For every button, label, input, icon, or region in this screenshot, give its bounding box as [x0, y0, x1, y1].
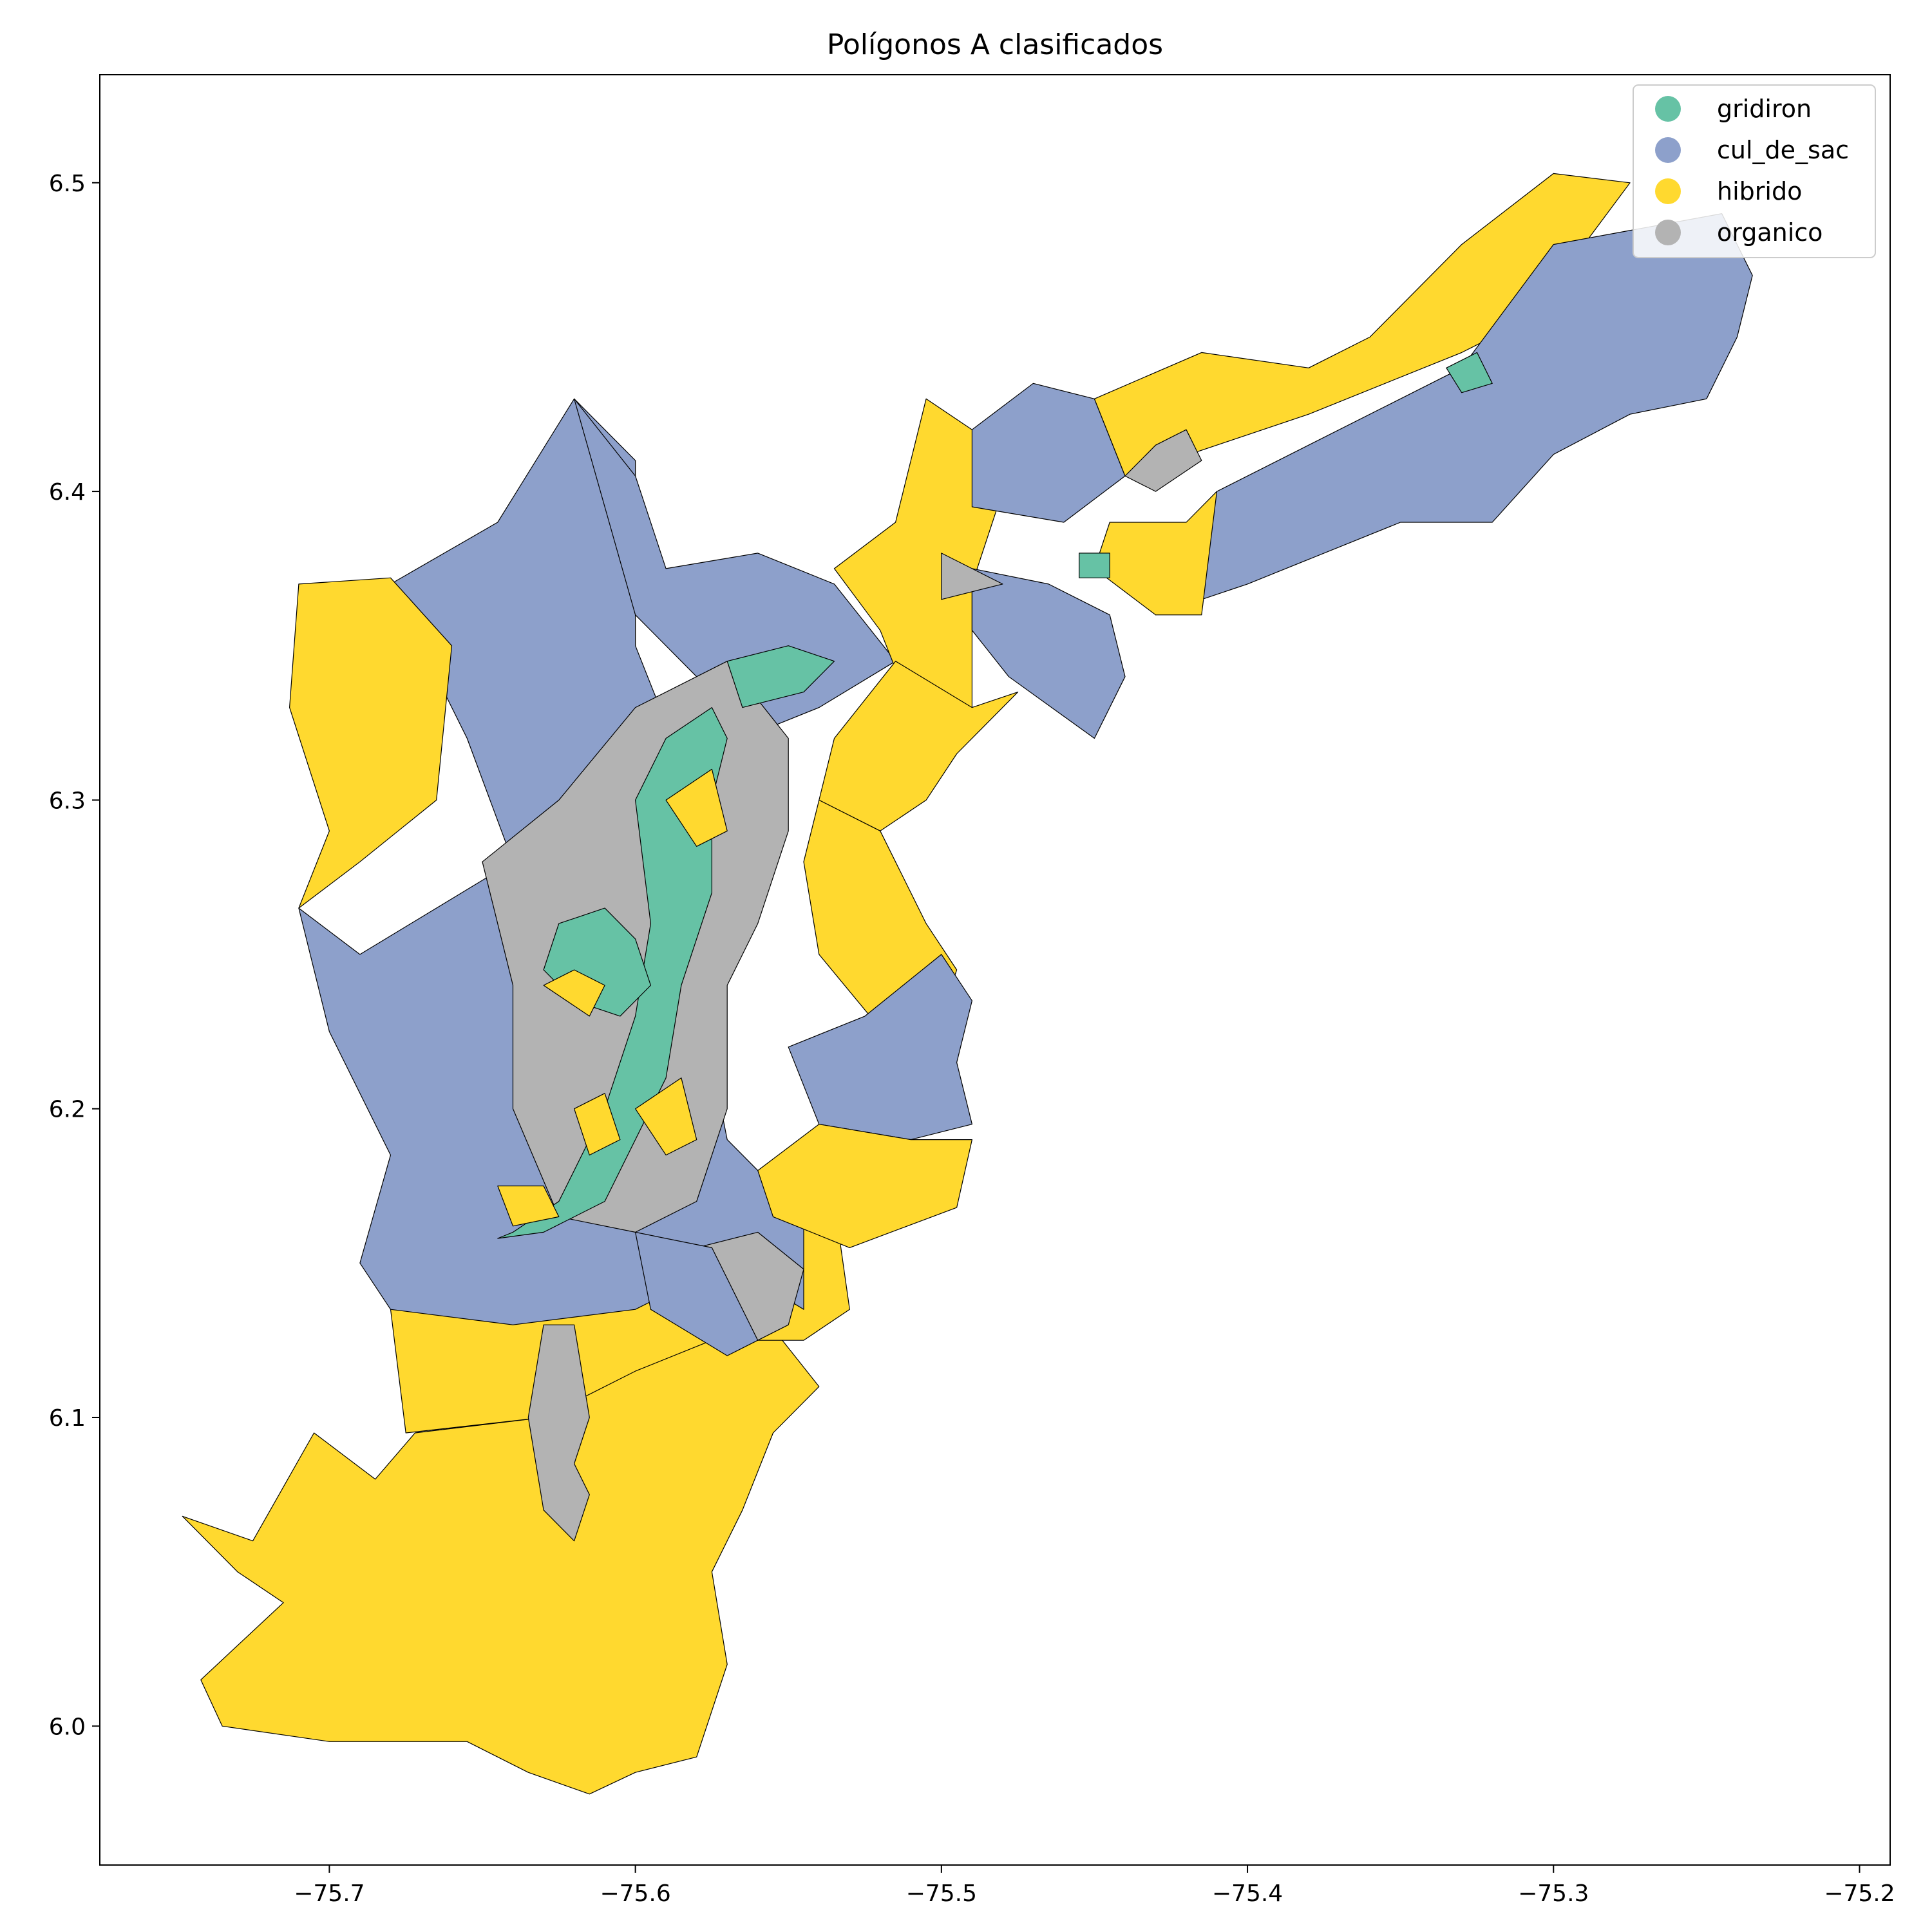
x-tick-label-3: −75.4: [1212, 1880, 1283, 1907]
region-hibrido-7: [1094, 173, 1631, 477]
region-cul_de_sac-16: [634, 1231, 759, 1356]
region-hibrido-24: [634, 1077, 697, 1156]
region-organico-28: [1124, 429, 1202, 492]
y-tick-label-1: 6.1: [49, 1405, 86, 1432]
region-hibrido-3: [289, 577, 453, 909]
y-tick-label-2: 6.2: [49, 1097, 86, 1123]
legend-marker-hibrido: [1655, 178, 1681, 204]
region-hibrido-0: [182, 1309, 820, 1795]
chart-title: Polígonos A clasificados: [827, 28, 1163, 61]
legend-marker-gridiron: [1655, 96, 1681, 122]
y-axis: 6.0 6.1 6.2 6.3 6.4 6.5: [49, 171, 100, 1740]
x-tick-label-0: −75.7: [294, 1880, 365, 1907]
x-tick-label-4: −75.3: [1518, 1880, 1589, 1907]
region-gridiron-30: [1079, 553, 1110, 578]
legend-marker-cul_de_sac: [1655, 137, 1681, 163]
legend-box: [1633, 84, 1876, 258]
region-cul_de_sac-10: [971, 568, 1126, 739]
x-axis: −75.7 −75.6 −75.5 −75.4 −75.3 −75.2: [294, 1865, 1895, 1907]
y-tick-label-3: 6.3: [49, 788, 86, 814]
legend-label-organico: organico: [1717, 218, 1823, 247]
region-hibrido-22: [543, 969, 605, 1017]
region-hibrido-11: [819, 661, 1019, 831]
legend-label-gridiron: gridiron: [1717, 95, 1812, 123]
x-tick-label-2: −75.5: [906, 1880, 977, 1907]
region-hibrido-14: [757, 1124, 973, 1249]
x-tick-label-5: −75.2: [1824, 1880, 1895, 1907]
y-tick-label-0: 6.0: [49, 1714, 86, 1740]
y-tick-label-4: 6.4: [49, 479, 86, 506]
region-organico-27: [941, 553, 1003, 600]
legend-marker-organico: [1655, 220, 1681, 245]
region-hibrido-26: [573, 1093, 621, 1156]
legend-label-cul_de_sac: cul_de_sac: [1717, 136, 1849, 164]
region-hibrido-25: [497, 1185, 560, 1227]
region-gridiron-29: [1446, 352, 1493, 393]
region-organico-17: [527, 1324, 590, 1542]
x-tick-label-1: −75.6: [600, 1880, 670, 1907]
plot-frame: [99, 74, 1891, 1866]
region-gridiron-21: [726, 645, 835, 708]
map-polygons: [182, 173, 1753, 1795]
legend-label-hibrido: hibrido: [1717, 177, 1802, 205]
y-tick-label-5: 6.5: [49, 171, 86, 197]
region-hibrido-23: [665, 768, 728, 847]
